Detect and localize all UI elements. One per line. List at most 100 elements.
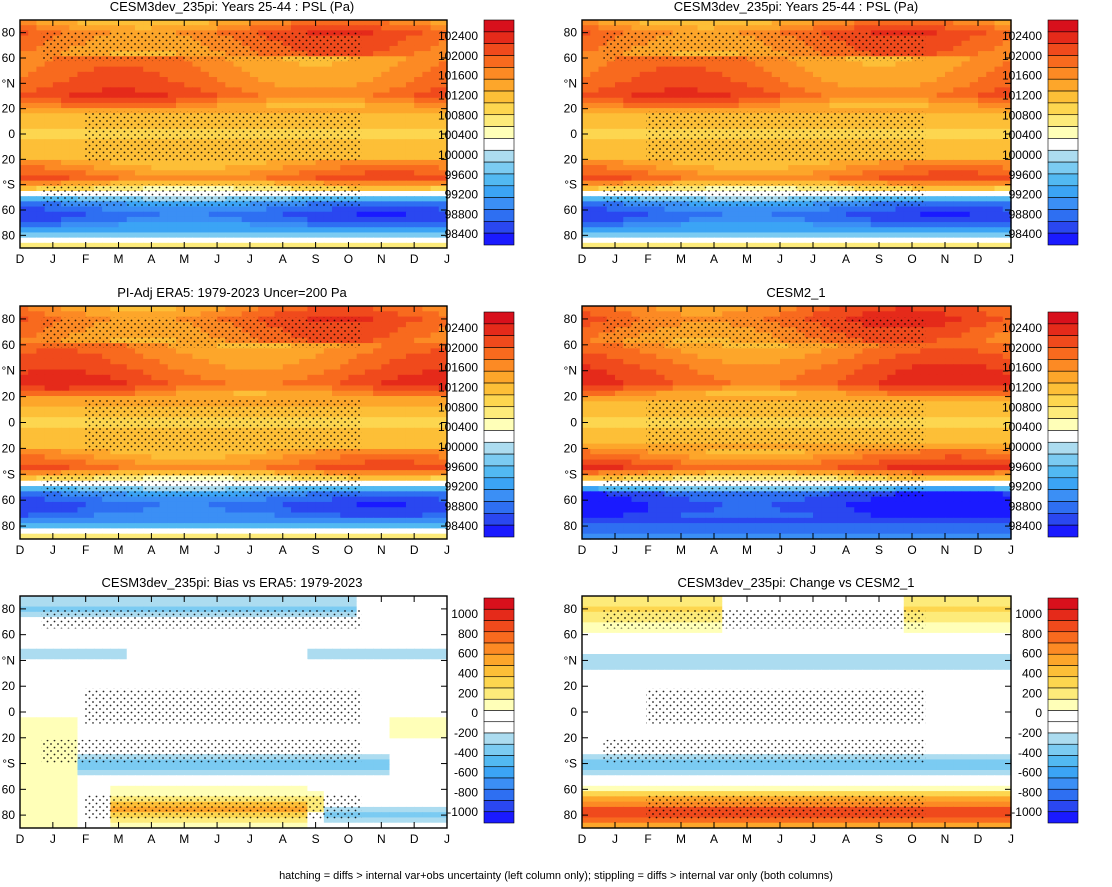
heatmap-cell xyxy=(846,66,855,73)
colorbar-swatch xyxy=(483,161,515,175)
heatmap-cell xyxy=(697,227,707,234)
heatmap-cell xyxy=(61,82,70,88)
heatmap-cell xyxy=(258,306,267,312)
heatmap-cell xyxy=(936,237,946,244)
heatmap-cell xyxy=(143,206,152,213)
heatmap-cell xyxy=(422,201,432,208)
heatmap-cell xyxy=(389,51,399,57)
heatmap-cell xyxy=(755,232,765,239)
heatmap-cell xyxy=(356,66,366,73)
heatmap-cell xyxy=(582,206,591,213)
heatmap-cell xyxy=(266,242,276,249)
heatmap-cell xyxy=(389,206,399,213)
heatmap-cell xyxy=(430,175,440,182)
heatmap-cell xyxy=(978,30,987,37)
heatmap-cell xyxy=(249,211,259,218)
heatmap-cell xyxy=(373,139,382,145)
heatmap-cell xyxy=(184,306,194,312)
heatmap-cell xyxy=(705,216,715,223)
heatmap-cell xyxy=(606,66,616,73)
heatmap-cell xyxy=(307,20,317,26)
heatmap-cell xyxy=(582,222,591,228)
x-tick-label: D xyxy=(578,252,587,266)
heatmap-cell xyxy=(36,311,46,318)
heatmap-cell xyxy=(405,227,415,234)
heatmap-cell xyxy=(928,92,938,99)
heatmap-cell xyxy=(364,92,374,99)
heatmap-cell xyxy=(405,170,415,177)
heatmap-cell xyxy=(438,51,448,57)
heatmap-cell xyxy=(438,201,448,208)
heatmap-cell xyxy=(167,66,177,73)
heatmap-cell xyxy=(656,71,666,78)
heatmap-cell xyxy=(348,232,358,239)
heatmap-cell xyxy=(356,20,366,26)
heatmap-cell xyxy=(414,128,423,135)
heatmap-cell xyxy=(373,108,382,114)
heatmap-cell xyxy=(36,128,46,135)
heatmap-cell xyxy=(969,232,979,239)
heatmap-cell xyxy=(763,97,773,104)
heatmap-cell xyxy=(184,165,194,171)
heatmap-cell xyxy=(143,170,152,177)
heatmap-cell xyxy=(697,77,707,83)
heatmap-cell xyxy=(397,92,407,99)
heatmap-cell xyxy=(61,211,70,218)
heatmap-cell xyxy=(639,97,649,104)
heatmap-cell xyxy=(994,196,1004,202)
heatmap-cell xyxy=(397,128,407,135)
heatmap-cell xyxy=(225,227,235,234)
heatmap-cell xyxy=(184,222,194,228)
heatmap-cell xyxy=(598,149,608,156)
heatmap-cell xyxy=(854,82,864,88)
heatmap-cell xyxy=(969,61,979,68)
heatmap-cell xyxy=(804,25,814,31)
heatmap-cell xyxy=(77,77,87,83)
heatmap-cell xyxy=(93,216,103,223)
heatmap-cell xyxy=(582,71,591,78)
heatmap-cell xyxy=(28,311,38,318)
heatmap-cell xyxy=(249,180,259,187)
heatmap-cell xyxy=(796,102,806,109)
heatmap-cell xyxy=(20,45,29,52)
heatmap-cell xyxy=(315,232,325,239)
heatmap-cell xyxy=(258,87,267,94)
heatmap-cell xyxy=(200,170,210,177)
heatmap-cell xyxy=(364,185,374,192)
heatmap-cell xyxy=(590,144,600,151)
heatmap-cell xyxy=(340,306,350,312)
heatmap-cell xyxy=(93,222,103,228)
heatmap-cell xyxy=(730,82,740,88)
heatmap-cell xyxy=(771,102,781,109)
heatmap-cell xyxy=(134,206,144,213)
heatmap-cell xyxy=(631,66,641,73)
heatmap-cell xyxy=(928,51,938,57)
heatmap-cell xyxy=(389,201,399,208)
heatmap-cell xyxy=(722,82,732,88)
heatmap-cell xyxy=(928,102,938,109)
heatmap-cell xyxy=(20,191,29,197)
heatmap-cell xyxy=(249,159,259,166)
heatmap-cell xyxy=(389,30,399,37)
heatmap-cell xyxy=(414,61,423,68)
heatmap-cell xyxy=(61,20,70,26)
heatmap-cell xyxy=(936,123,946,130)
heatmap-cell xyxy=(414,45,423,52)
heatmap-cell xyxy=(681,108,690,114)
heatmap-cell xyxy=(134,306,144,312)
heatmap-cell xyxy=(208,222,218,228)
heatmap-cell xyxy=(763,237,773,244)
heatmap-cell xyxy=(422,311,432,318)
heatmap-cell xyxy=(438,149,448,156)
heatmap-cell xyxy=(953,139,963,145)
heatmap-cell xyxy=(895,227,905,234)
heatmap-cell xyxy=(763,77,773,83)
heatmap-cell xyxy=(953,92,963,99)
heatmap-cell xyxy=(664,92,674,99)
heatmap-cell xyxy=(590,30,600,37)
heatmap-cell xyxy=(697,216,707,223)
heatmap-cell xyxy=(389,321,399,328)
heatmap-cell xyxy=(672,222,682,228)
colorbar-label: 99200 xyxy=(445,188,479,202)
heatmap-cell xyxy=(36,87,46,94)
